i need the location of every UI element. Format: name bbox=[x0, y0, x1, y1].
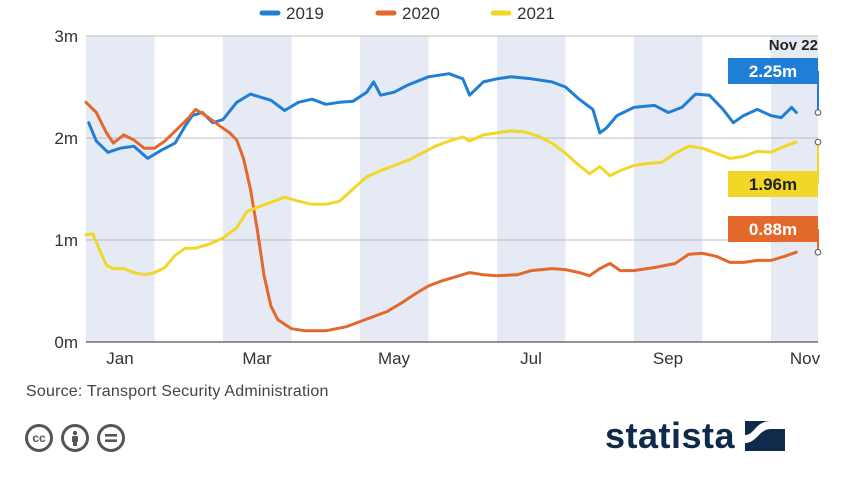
end-labels: Nov 22 2.25m 1.96m 0.88m bbox=[728, 37, 822, 256]
legend-label-2021: 2021 bbox=[517, 4, 555, 23]
brand: statista bbox=[605, 415, 786, 457]
x-tick-label: Jan bbox=[106, 349, 133, 368]
series-line-2019 bbox=[87, 72, 798, 160]
cc-icon: cc bbox=[25, 424, 53, 452]
month-band-0 bbox=[86, 36, 155, 342]
end-label-2021: 1.96m bbox=[749, 175, 797, 194]
month-band-4 bbox=[634, 36, 703, 342]
end-point-2019 bbox=[814, 109, 822, 116]
month-band-1 bbox=[223, 36, 292, 342]
source-note: Source: Transport Security Administratio… bbox=[26, 383, 329, 400]
gridlines bbox=[86, 35, 818, 343]
x-tick-label: Jul bbox=[520, 349, 542, 368]
y-tick-label: 1m bbox=[54, 231, 78, 250]
license-icons: cc bbox=[25, 424, 125, 452]
line-chart: 0m 1m 2m 3m Jan Mar May Jul Sep Nov 2019 2020 2021… bbox=[54, 4, 822, 368]
statista-logo-icon bbox=[745, 421, 786, 451]
month-bands bbox=[86, 36, 818, 342]
x-tick-label: Nov bbox=[790, 349, 821, 368]
end-point-2021 bbox=[814, 138, 822, 146]
end-point-2020 bbox=[814, 248, 822, 256]
x-tick-label: Mar bbox=[242, 349, 272, 368]
x-axis-ticks: Jan Mar May Jul Sep Nov bbox=[106, 349, 820, 368]
end-label-box-2021 bbox=[728, 171, 818, 197]
end-label-2020: 0.88m bbox=[749, 220, 797, 239]
y-axis-ticks: 0m 1m 2m 3m bbox=[54, 27, 78, 352]
series-line-2021 bbox=[84, 129, 798, 277]
y-tick-label: 3m bbox=[54, 27, 78, 46]
series-lines bbox=[84, 72, 798, 333]
end-date-label: Nov 22 bbox=[769, 37, 818, 54]
attribution-icon bbox=[61, 424, 89, 452]
series-line-2020 bbox=[84, 100, 798, 333]
legend-label-2020: 2020 bbox=[402, 4, 440, 23]
legend: 2019 2020 2021 bbox=[259, 4, 555, 23]
no-derivatives-icon bbox=[97, 424, 125, 452]
x-tick-label: Sep bbox=[653, 349, 683, 368]
end-label-box-2020 bbox=[728, 216, 818, 242]
y-tick-label: 2m bbox=[54, 129, 78, 148]
brand-name: statista bbox=[605, 415, 736, 456]
x-tick-label: May bbox=[378, 349, 411, 368]
month-band-3 bbox=[497, 36, 566, 342]
y-tick-label: 0m bbox=[54, 333, 78, 352]
end-label-box-2019 bbox=[728, 58, 818, 84]
legend-label-2019: 2019 bbox=[286, 4, 324, 23]
end-label-2019: 2.25m bbox=[749, 62, 797, 81]
